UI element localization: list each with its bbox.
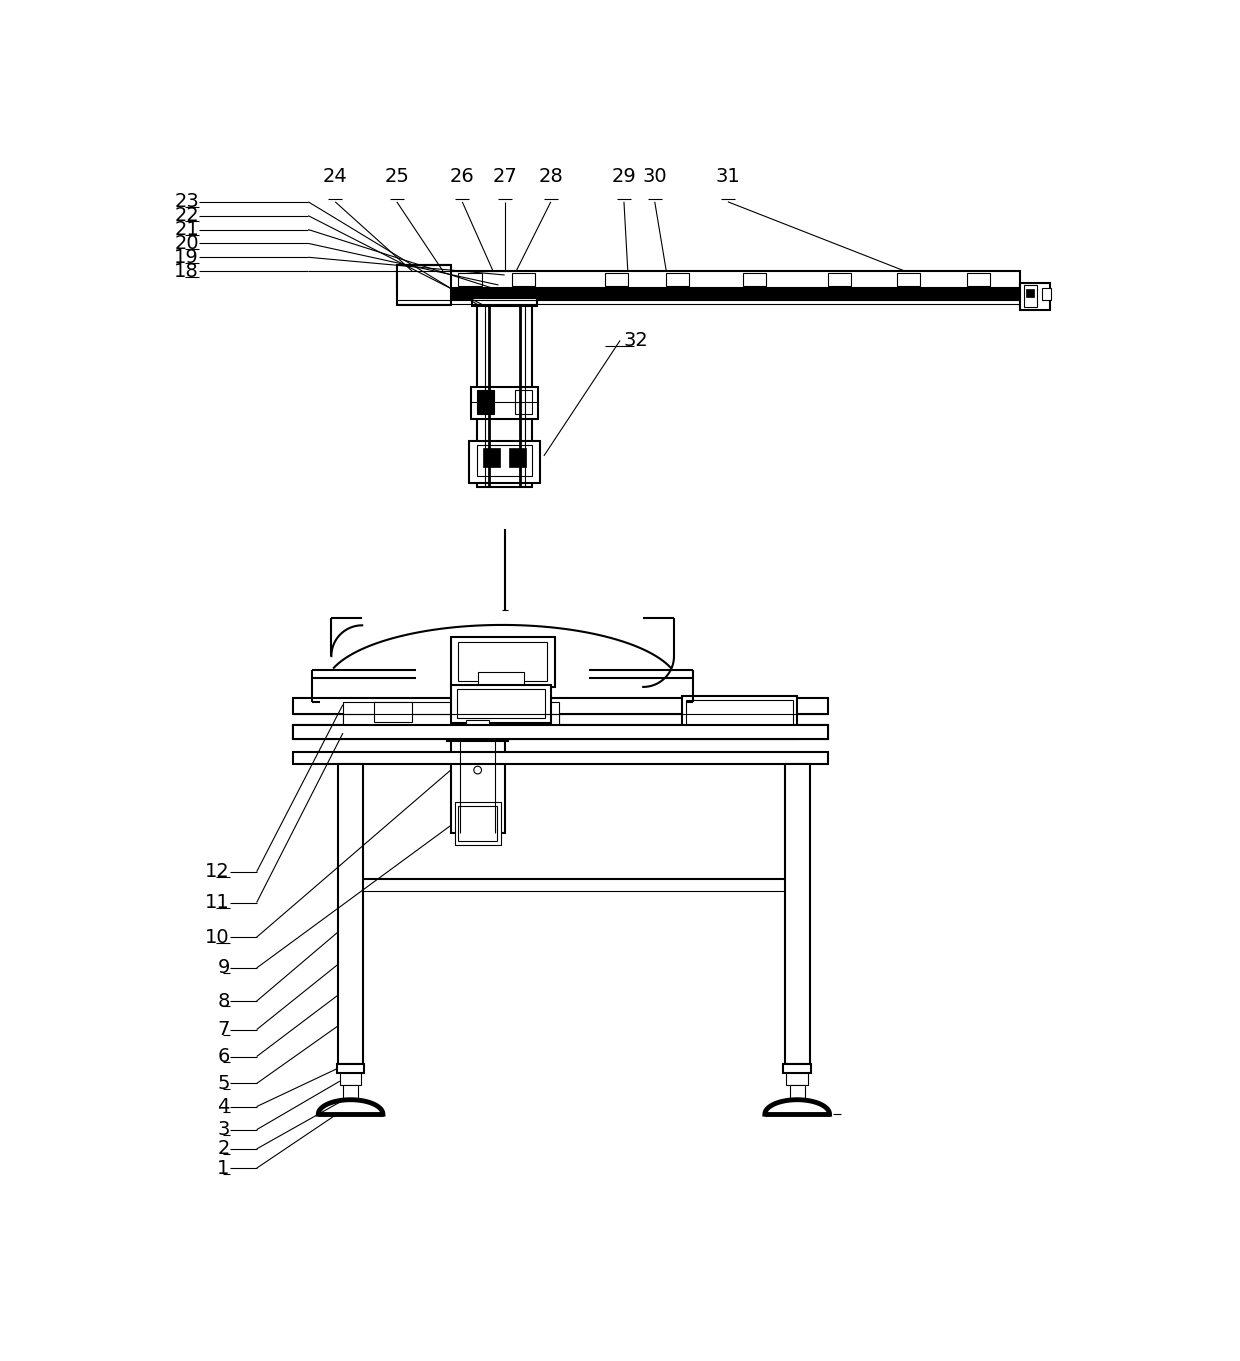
Bar [605, 274, 627, 286]
Bar [666, 274, 689, 286]
Text: 23: 23 [174, 192, 198, 211]
Bar [469, 441, 541, 483]
Text: 1: 1 [217, 1158, 229, 1177]
Text: 20: 20 [175, 234, 198, 253]
Bar [967, 274, 990, 286]
Bar [373, 702, 412, 721]
Bar [1025, 289, 1034, 297]
Text: 32: 32 [624, 331, 649, 350]
Text: 25: 25 [384, 167, 409, 186]
Bar [293, 725, 828, 739]
Bar [743, 274, 766, 286]
Bar [446, 732, 508, 740]
Bar [1042, 289, 1052, 301]
Bar [786, 1074, 808, 1085]
Bar [459, 806, 497, 841]
Bar [450, 739, 505, 833]
Bar [516, 391, 532, 414]
Bar [510, 448, 526, 467]
Bar [898, 274, 920, 286]
Bar [337, 1064, 365, 1074]
Text: 3: 3 [217, 1120, 229, 1139]
Bar [450, 685, 551, 723]
Bar [512, 274, 536, 286]
Bar [340, 1074, 361, 1085]
Text: 26: 26 [450, 167, 475, 186]
Bar [450, 637, 554, 687]
Bar [828, 274, 851, 286]
Bar [397, 265, 450, 305]
Bar [397, 287, 1021, 301]
Bar [790, 1085, 805, 1101]
Bar [477, 671, 523, 687]
Text: 27: 27 [492, 167, 517, 186]
Text: 10: 10 [205, 928, 229, 947]
Text: 6: 6 [217, 1047, 229, 1066]
Text: 11: 11 [205, 893, 229, 912]
Text: 21: 21 [174, 220, 198, 240]
Bar [459, 642, 547, 680]
Bar [343, 715, 558, 728]
Bar [785, 764, 810, 1064]
Bar [477, 391, 494, 414]
Bar [466, 720, 490, 734]
Text: 18: 18 [174, 261, 198, 280]
Bar [293, 725, 828, 739]
Text: 24: 24 [322, 167, 347, 186]
Bar [477, 305, 532, 487]
Bar [1021, 283, 1050, 309]
Bar [343, 702, 558, 725]
Bar [682, 697, 797, 739]
Text: 4: 4 [217, 1097, 229, 1116]
Text: 9: 9 [217, 958, 229, 977]
Bar [484, 448, 500, 467]
Text: 22: 22 [174, 206, 198, 225]
Bar [472, 298, 537, 306]
Text: 29: 29 [611, 167, 636, 186]
Bar [477, 445, 532, 476]
Text: 30: 30 [642, 167, 667, 186]
Bar [397, 271, 1021, 289]
Text: 5: 5 [217, 1074, 229, 1093]
Bar [293, 753, 828, 764]
Bar [293, 698, 828, 715]
Text: 31: 31 [715, 167, 740, 186]
Bar [343, 1085, 358, 1101]
Bar [455, 803, 501, 845]
Bar [471, 387, 538, 419]
Bar [1023, 284, 1038, 306]
Text: 19: 19 [174, 248, 198, 267]
Text: 2: 2 [217, 1139, 229, 1158]
Bar [686, 700, 794, 735]
Text: 7: 7 [217, 1021, 229, 1038]
Bar [339, 764, 363, 1064]
Bar [784, 1064, 811, 1074]
Bar [459, 274, 481, 286]
Text: 12: 12 [205, 863, 229, 881]
Text: 8: 8 [217, 992, 229, 1011]
Text: 28: 28 [538, 167, 563, 186]
Bar [456, 689, 546, 719]
